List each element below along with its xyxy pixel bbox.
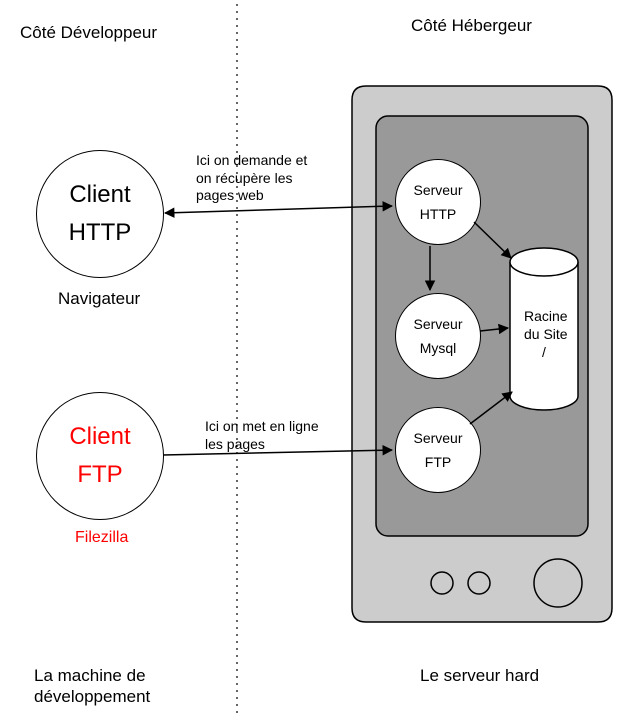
client-http-line1: Client [69,181,130,209]
server-knob-small-2 [468,572,490,594]
server-knob-small-1 [431,572,453,594]
arrow-mysql-to-racine [480,328,508,331]
arrow-http-to-racine [474,222,511,258]
server-mysql-line1: Serveur [413,316,462,332]
ftp-edge-note: Ici on met en ligne les pages [205,418,319,453]
heading-host-side: Côté Hébergeur [411,15,532,36]
server-http-line2: HTTP [420,206,457,222]
client-ftp-line1: Client [69,423,130,451]
arrow-http-bidir [165,206,392,213]
racine-line3: / [542,344,546,362]
server-ftp-node: Serveur FTP [395,407,481,493]
server-mysql-line2: Mysql [420,340,457,356]
server-knob-large [534,559,582,607]
server-mysql-node: Serveur Mysql [395,293,481,379]
server-http-line1: Serveur [413,182,462,198]
heading-dev-machine: La machine de développement [34,665,150,708]
heading-server-hard: Le serveur hard [420,665,539,686]
client-ftp-line2: FTP [77,461,122,489]
racine-line2: du Site [524,326,568,344]
arrow-ftp-to-racine [470,392,512,424]
racine-line1: Racine [524,308,568,326]
client-http-node: Client HTTP [36,150,164,278]
server-outer [352,86,612,622]
client-http-caption: Navigateur [58,288,140,309]
client-ftp-caption: Filezilla [75,528,128,548]
diagram-underlay [0,0,635,720]
server-http-node: Serveur HTTP [395,159,481,245]
http-edge-note: Ici on demande et on récupère les pages … [196,152,307,205]
heading-developer-side: Côté Développeur [20,22,157,43]
server-ftp-line2: FTP [425,454,451,470]
server-ftp-line1: Serveur [413,430,462,446]
client-ftp-node: Client FTP [36,392,164,520]
diagram-arrows [0,0,635,720]
client-http-line2: HTTP [69,219,132,247]
